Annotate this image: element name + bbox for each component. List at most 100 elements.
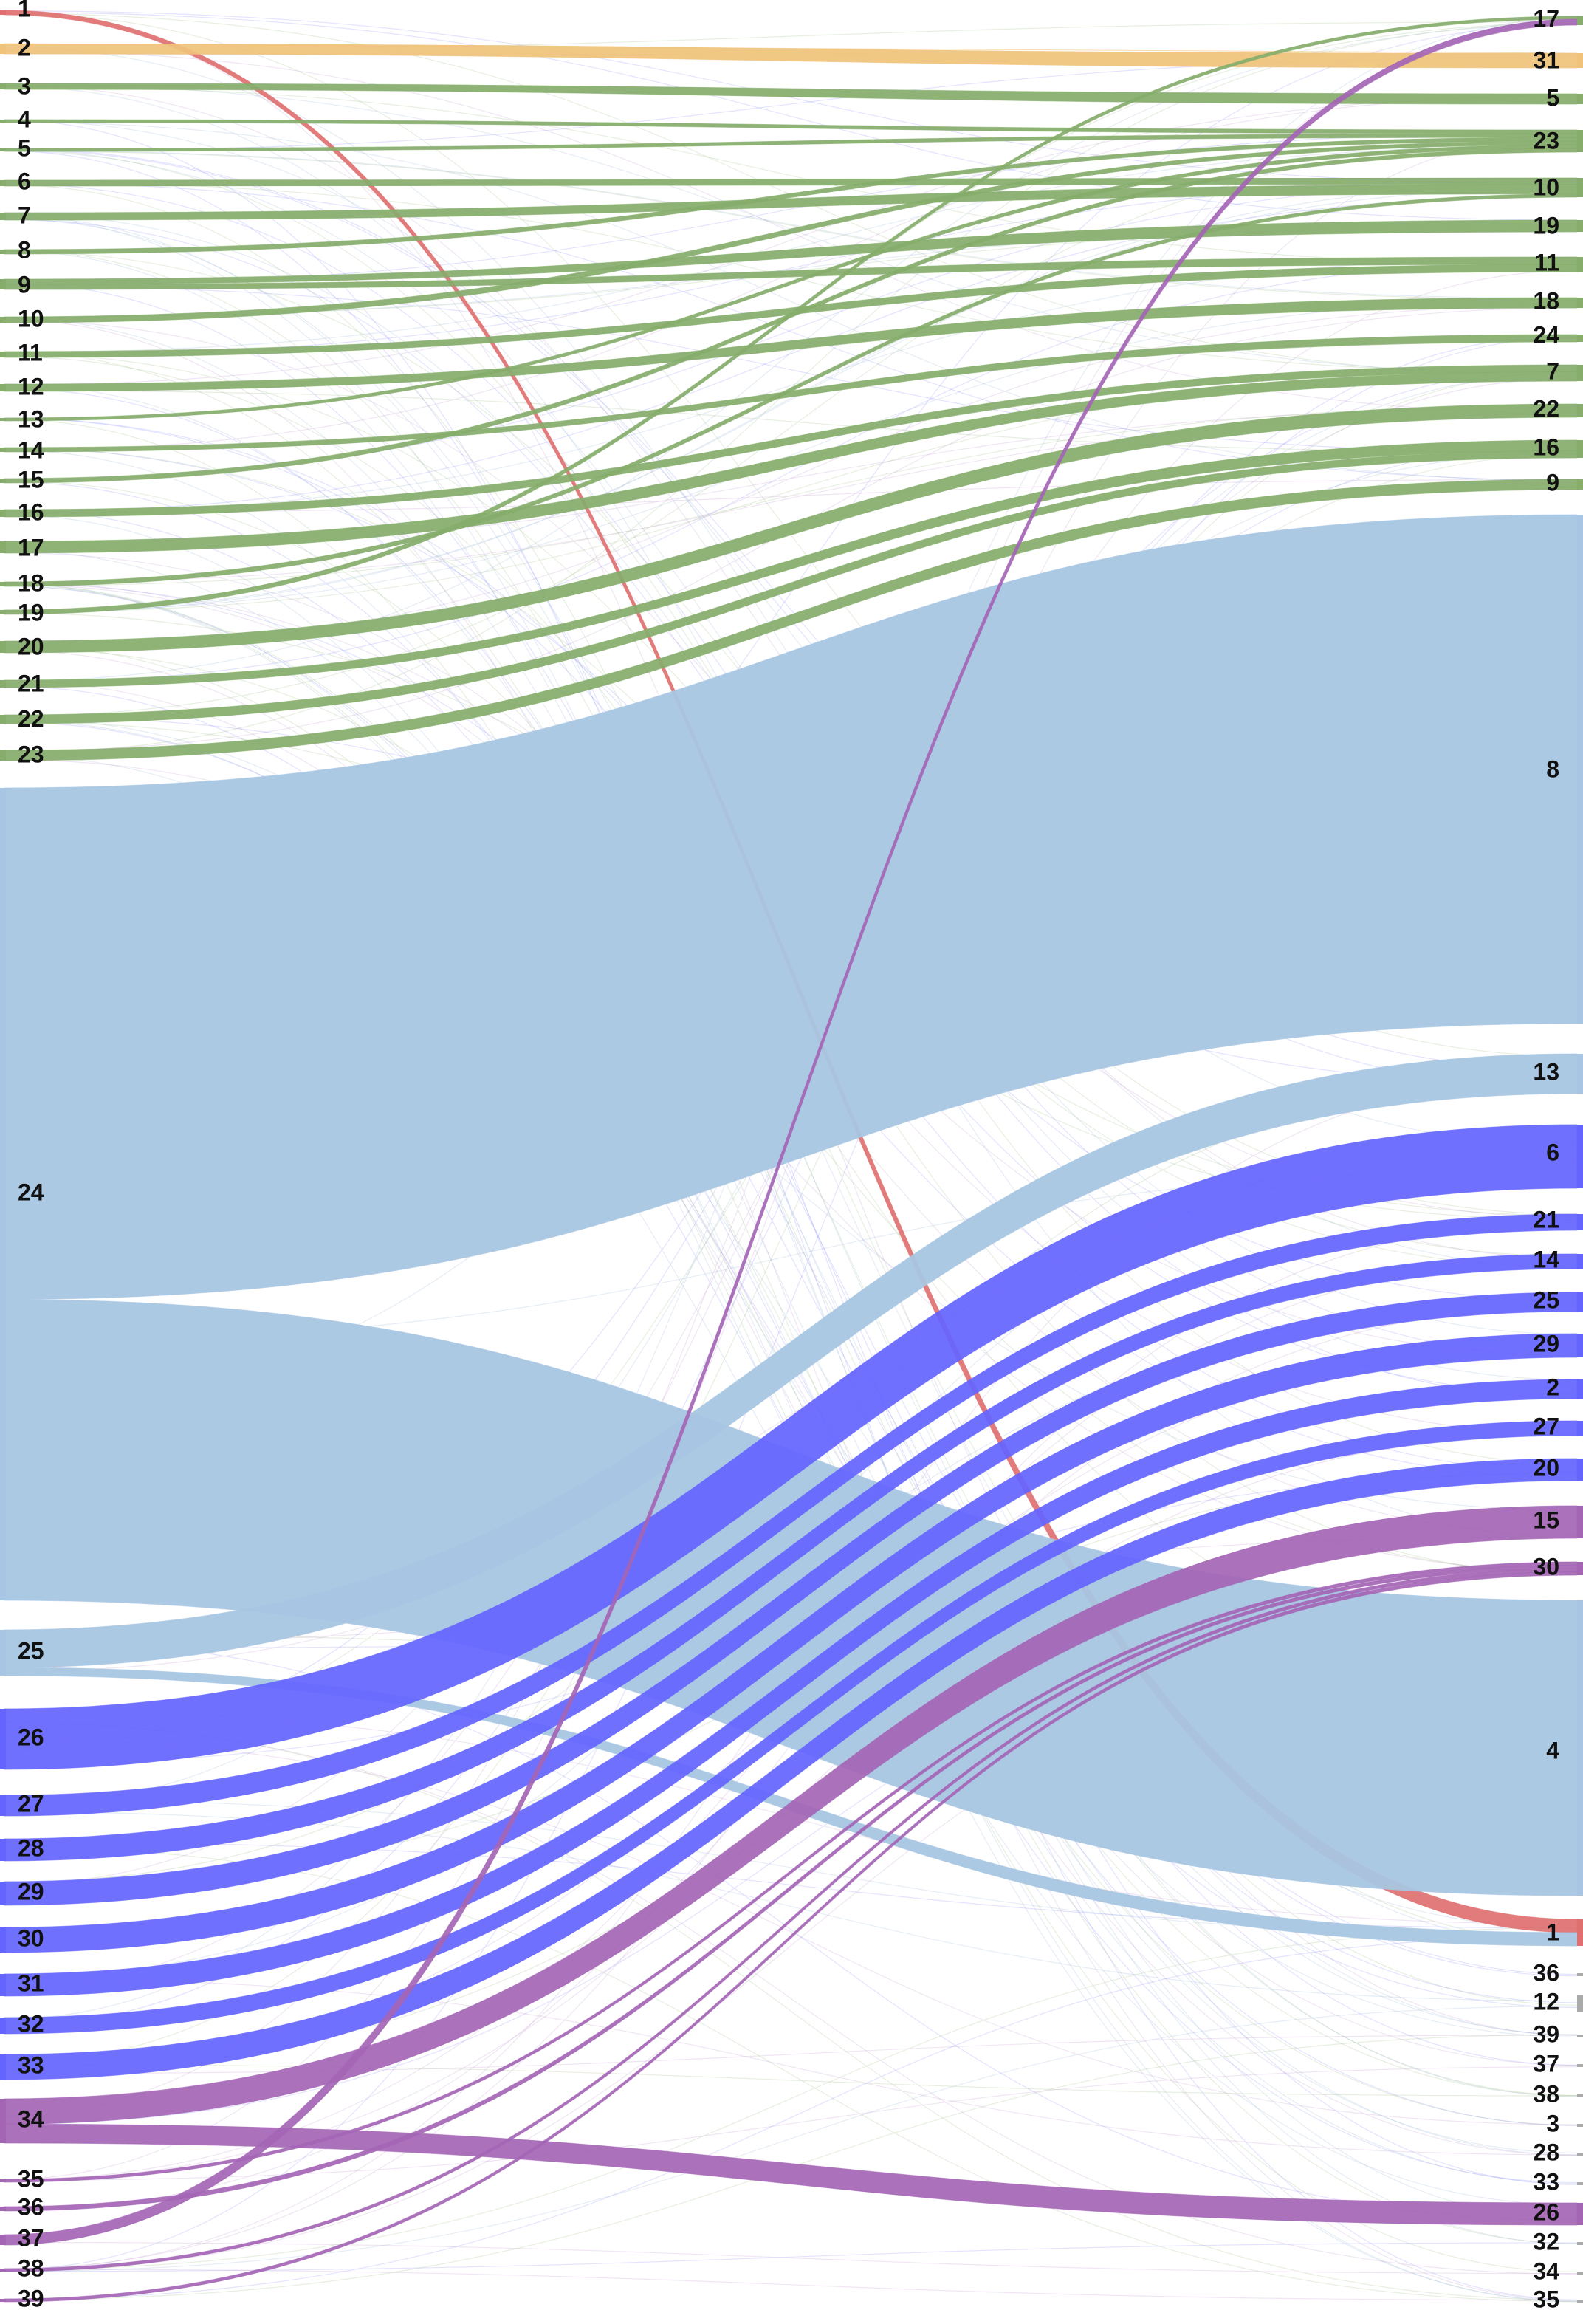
- minor-link: [4, 1846, 1578, 2303]
- link-layer: [4, 10, 1578, 2303]
- left-node-25: [0, 1630, 6, 1676]
- minor-link: [4, 334, 1578, 2027]
- right-node-30: [1577, 1562, 1583, 1575]
- left-node-11: [0, 352, 6, 357]
- left-node-28: [0, 1839, 6, 1861]
- right-label: 11: [1534, 249, 1559, 275]
- left-label: 6: [18, 168, 31, 194]
- left-label: 28: [18, 1834, 44, 1861]
- right-node-39: [1577, 2035, 1583, 2037]
- right-node-8: [1577, 515, 1583, 1024]
- left-node-column: [0, 10, 6, 2302]
- left-node-27: [0, 1795, 6, 1816]
- link-4-to-23: [4, 119, 1578, 134]
- minor-link: [4, 1936, 1578, 2300]
- minor-link: [4, 119, 1578, 1146]
- right-label: 12: [1533, 1988, 1559, 2015]
- minor-link: [4, 12, 1578, 221]
- left-node-24: [0, 788, 6, 1600]
- right-label: 21: [1533, 1206, 1559, 1233]
- minor-link: [4, 195, 1578, 513]
- left-label: 24: [18, 1179, 44, 1205]
- left-label: 19: [18, 599, 44, 625]
- left-label: 36: [18, 2193, 44, 2220]
- right-node-33: [1577, 2182, 1583, 2185]
- right-label: 28: [1533, 2139, 1559, 2165]
- left-label: 12: [18, 373, 44, 400]
- left-node-2: [0, 44, 6, 54]
- left-label: 33: [18, 2052, 44, 2078]
- left-label: 39: [18, 2285, 44, 2311]
- left-label: 3: [18, 72, 31, 99]
- right-node-27: [1577, 1421, 1583, 1436]
- right-node-34: [1577, 2272, 1583, 2275]
- right-label: 19: [1533, 212, 1559, 239]
- left-node-7: [0, 213, 6, 220]
- right-label: 24: [1533, 321, 1559, 348]
- left-label: 26: [18, 1724, 44, 1750]
- left-label: 5: [18, 134, 31, 161]
- left-node-36: [0, 2207, 6, 2211]
- right-label: 23: [1533, 127, 1559, 154]
- right-node-13: [1577, 1054, 1583, 1094]
- left-node-16: [0, 510, 6, 517]
- right-label: 10: [1533, 174, 1559, 200]
- right-label-column: 1731523101911182472216981362114252922720…: [1533, 5, 1559, 2312]
- minor-link: [4, 138, 1578, 717]
- right-node-18: [1577, 298, 1583, 308]
- right-node-37: [1577, 2064, 1583, 2067]
- left-label: 11: [18, 339, 43, 366]
- minor-link: [4, 2269, 1578, 2301]
- minor-link: [4, 649, 1578, 2156]
- minor-link: [4, 151, 1578, 301]
- left-label: 20: [18, 633, 44, 659]
- left-label: 1: [18, 0, 31, 21]
- left-label: 17: [18, 534, 44, 561]
- minor-link: [4, 481, 1578, 1977]
- right-node-29: [1577, 1334, 1583, 1357]
- minor-link: [4, 1927, 1578, 2270]
- right-node-15: [1577, 1506, 1583, 1538]
- right-node-7: [1577, 365, 1583, 381]
- minor-link: [4, 86, 1578, 266]
- left-label: 7: [18, 202, 31, 228]
- right-label: 38: [1533, 2080, 1559, 2107]
- right-node-column: [1577, 16, 1583, 2303]
- left-node-4: [0, 120, 6, 123]
- right-node-32: [1577, 2242, 1583, 2245]
- left-node-32: [0, 2018, 6, 2034]
- left-node-18: [0, 582, 6, 586]
- right-label: 25: [1533, 1286, 1559, 1313]
- minor-link: [4, 286, 1578, 454]
- left-label: 30: [18, 1924, 44, 1951]
- minor-link: [4, 351, 1578, 2097]
- minor-link: [4, 260, 1578, 684]
- left-label: 25: [18, 1637, 44, 1664]
- left-label: 21: [18, 670, 44, 696]
- right-node-20: [1577, 1459, 1583, 1481]
- right-node-3: [1577, 2124, 1583, 2127]
- left-node-33: [0, 2054, 6, 2080]
- left-node-35: [0, 2179, 6, 2182]
- right-node-28: [1577, 2153, 1583, 2156]
- left-label-column: 1234567891011121314151617181920212223242…: [18, 0, 44, 2311]
- left-node-23: [0, 750, 6, 761]
- left-label: 29: [18, 1878, 44, 1905]
- minor-link: [4, 182, 1578, 614]
- left-label: 18: [18, 569, 44, 596]
- right-label: 14: [1533, 1246, 1559, 1272]
- left-label: 34: [18, 2105, 44, 2132]
- right-label: 18: [1533, 287, 1559, 314]
- left-node-14: [0, 448, 6, 452]
- right-node-12: [1577, 1995, 1583, 2012]
- right-node-17: [1577, 16, 1583, 25]
- right-label: 26: [1533, 2198, 1559, 2225]
- minor-link: [4, 2242, 1578, 2272]
- left-node-1: [0, 10, 6, 15]
- right-node-14: [1577, 1254, 1583, 1269]
- right-label: 2: [1546, 1374, 1559, 1400]
- left-node-26: [0, 1709, 6, 1769]
- left-label: 31: [18, 1970, 44, 1996]
- right-label: 7: [1546, 357, 1559, 384]
